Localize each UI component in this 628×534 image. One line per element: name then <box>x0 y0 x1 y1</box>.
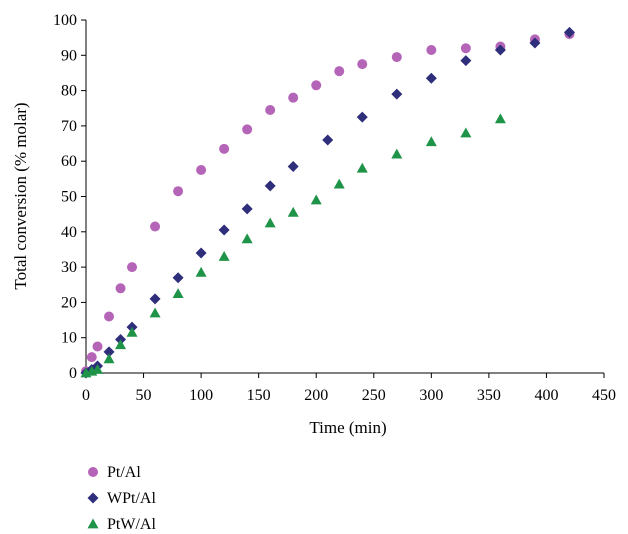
y-axis-label: Total conversion (% molar) <box>11 102 30 289</box>
data-point <box>460 55 472 67</box>
data-point <box>391 88 403 100</box>
x-axis-label: Time (min) <box>309 418 386 437</box>
data-point <box>287 160 299 172</box>
data-point <box>356 162 368 173</box>
y-tick-label: 50 <box>61 189 77 206</box>
data-point <box>288 92 299 103</box>
legend-label: WPt/Al <box>107 490 156 507</box>
data-point <box>426 45 437 56</box>
x-tick-label: 300 <box>419 387 443 404</box>
x-tick-label: 200 <box>304 387 328 404</box>
axes-group: 0 50 100 150 200 250 300 350 400 450 0 10 20 30 40 50 6… <box>53 12 616 404</box>
data-point <box>104 311 115 322</box>
x-tick-label: 100 <box>189 387 213 404</box>
data-point <box>460 43 471 54</box>
y-tick-label: 100 <box>53 12 77 29</box>
x-tick-label: 50 <box>136 387 152 404</box>
data-point <box>172 272 184 284</box>
data-point <box>264 217 276 228</box>
data-point <box>150 221 161 232</box>
data-point <box>391 148 403 159</box>
legend-label: PtW/Al <box>107 516 156 533</box>
data-point <box>115 339 127 350</box>
data-point <box>264 180 276 192</box>
data-point <box>86 352 97 363</box>
data-point <box>103 346 115 358</box>
data-point <box>195 247 207 259</box>
data-point <box>333 178 345 189</box>
legend-item: PtW/Al <box>87 516 156 533</box>
data-point <box>334 66 345 77</box>
data-point <box>356 111 368 123</box>
data-point <box>425 72 437 84</box>
y-tick-label: 40 <box>61 224 77 241</box>
data-point <box>219 143 230 154</box>
legend-marker <box>88 467 98 477</box>
data-point <box>173 186 184 197</box>
data-point <box>311 80 322 91</box>
x-tick-label: 350 <box>477 387 501 404</box>
data-point <box>218 251 230 261</box>
data-point <box>196 165 207 176</box>
data-point <box>391 52 402 63</box>
x-tick-label: 150 <box>247 387 271 404</box>
legend-label: Pt/Al <box>107 464 141 481</box>
legend-marker <box>87 492 99 504</box>
y-tick-label: 10 <box>61 330 77 347</box>
y-tick-label: 30 <box>61 259 77 276</box>
data-point <box>172 288 184 298</box>
data-point <box>425 136 437 147</box>
data-point <box>357 59 368 70</box>
series-circle <box>81 29 575 377</box>
y-tick-label: 70 <box>61 118 77 135</box>
data-point <box>310 194 322 205</box>
data-point <box>149 293 161 305</box>
x-tick-label: 0 <box>82 387 90 404</box>
data-point <box>494 113 506 124</box>
legend-item: WPt/Al <box>87 490 156 507</box>
data-point <box>494 44 506 56</box>
data-point <box>92 363 104 374</box>
data-point <box>127 262 138 273</box>
y-tick-label: 80 <box>61 83 77 100</box>
x-tick-label: 250 <box>362 387 386 404</box>
data-point <box>195 266 207 277</box>
data-point <box>115 283 126 294</box>
y-tick-label: 0 <box>69 365 77 382</box>
y-tick-label: 20 <box>61 294 77 311</box>
data-point <box>529 37 541 49</box>
legend-marker <box>87 518 99 529</box>
x-ticks: 0 50 100 150 200 250 300 350 400 450 <box>82 373 616 404</box>
series-triangle <box>80 113 506 378</box>
data-point <box>563 26 575 38</box>
data-point <box>218 224 230 236</box>
y-tick-label: 90 <box>61 47 77 64</box>
data-point <box>242 124 253 135</box>
data-point <box>149 307 161 318</box>
data-point <box>287 206 299 217</box>
data-point <box>126 326 138 337</box>
x-tick-label: 450 <box>592 387 616 404</box>
y-ticks: 0 10 20 30 40 50 60 70 80 90 100 <box>53 12 86 382</box>
data-point <box>265 105 276 116</box>
legend-item: Pt/Al <box>88 464 141 481</box>
data-point <box>241 203 253 215</box>
data-points <box>80 26 575 379</box>
y-tick-label: 60 <box>61 153 77 170</box>
data-point <box>322 134 334 146</box>
legend: Pt/Al WPt/Al PtW/Al <box>87 464 156 533</box>
data-point <box>92 341 103 352</box>
data-point <box>103 353 115 364</box>
x-tick-label: 400 <box>534 387 558 404</box>
data-point <box>460 127 472 138</box>
series-diamond <box>80 26 575 379</box>
data-point <box>241 233 253 244</box>
